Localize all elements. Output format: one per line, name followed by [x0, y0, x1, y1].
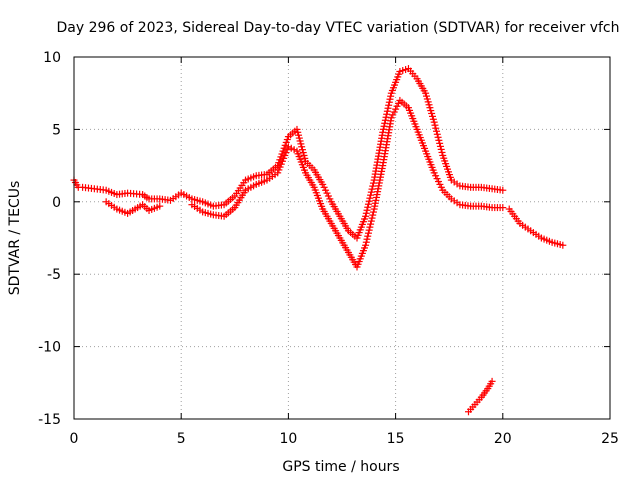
data-point	[499, 186, 507, 194]
data-point	[433, 130, 441, 138]
data-point	[364, 203, 372, 211]
data-point	[367, 191, 375, 199]
data-point	[436, 142, 444, 150]
y-tick-label: -10	[38, 340, 61, 356]
data-point	[383, 110, 391, 118]
y-axis-label: SDTVAR / TECUs	[7, 181, 23, 296]
data-point	[368, 185, 376, 193]
data-point	[366, 223, 374, 231]
data-point	[369, 211, 377, 219]
x-tick-label: 15	[387, 431, 405, 447]
data-point	[364, 200, 372, 208]
series-track-d	[464, 377, 496, 416]
data-point	[379, 128, 387, 136]
data-points	[70, 65, 567, 416]
data-point	[385, 101, 393, 109]
y-tick-label: 5	[52, 122, 61, 138]
data-point	[384, 104, 392, 112]
series-track-b	[102, 96, 507, 271]
data-point	[362, 238, 370, 246]
data-point	[432, 124, 440, 132]
data-point	[364, 229, 372, 237]
data-point	[434, 133, 442, 141]
y-tick-label: 0	[52, 195, 61, 211]
data-point	[386, 95, 394, 103]
x-tick-label: 5	[177, 431, 186, 447]
plot-border	[73, 56, 611, 420]
data-point	[362, 241, 370, 249]
data-point	[364, 232, 372, 240]
data-point	[499, 204, 507, 212]
chart-title: Day 296 of 2023, Sidereal Day-to-day VTE…	[56, 20, 619, 36]
data-point	[437, 145, 445, 153]
data-point	[559, 241, 567, 249]
x-axis-label: GPS time / hours	[282, 459, 399, 475]
data-point	[383, 107, 391, 115]
data-point	[366, 194, 374, 202]
grid-lines	[74, 57, 610, 419]
x-tick-label: 20	[494, 431, 512, 447]
y-tick-label: -15	[38, 412, 61, 428]
data-point	[387, 92, 395, 100]
data-point	[430, 118, 438, 126]
plot-frame	[73, 56, 611, 420]
data-point	[365, 197, 373, 205]
data-point	[435, 136, 443, 144]
data-point	[156, 202, 164, 210]
data-point	[363, 235, 371, 243]
data-point	[368, 214, 376, 222]
y-tick-label: 10	[43, 50, 61, 66]
data-point	[367, 188, 375, 196]
data-point	[369, 182, 377, 190]
x-tick-label: 10	[279, 431, 297, 447]
data-point	[431, 121, 439, 129]
x-tick-label: 0	[70, 431, 79, 447]
data-point	[438, 148, 446, 156]
data-point	[369, 208, 377, 216]
data-point	[433, 127, 441, 135]
data-point	[367, 217, 375, 225]
data-point	[362, 212, 370, 220]
data-point	[436, 139, 444, 147]
data-point	[362, 209, 370, 217]
data-point	[369, 179, 377, 187]
series-track-a	[70, 65, 507, 242]
axis-ticks: 0 5 10 15 20 25 10 5 0 -5 -10 -15	[38, 50, 619, 447]
data-point	[385, 98, 393, 106]
y-tick-label: -5	[47, 267, 61, 283]
data-point	[488, 377, 496, 385]
series-track-c	[505, 205, 567, 249]
data-point	[365, 226, 373, 234]
data-point	[363, 206, 371, 214]
x-tick-label: 25	[601, 431, 619, 447]
data-point	[367, 220, 375, 228]
